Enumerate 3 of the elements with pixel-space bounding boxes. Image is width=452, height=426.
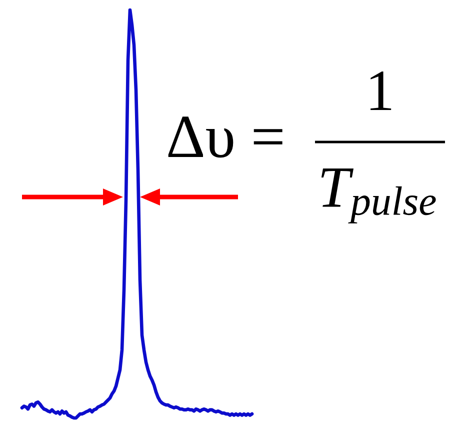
text: T$_{pulse}$ xyxy=(321,168,436,224)
annotation: Δυ = xyxy=(168,116,282,158)
text: 1 xyxy=(370,71,392,110)
